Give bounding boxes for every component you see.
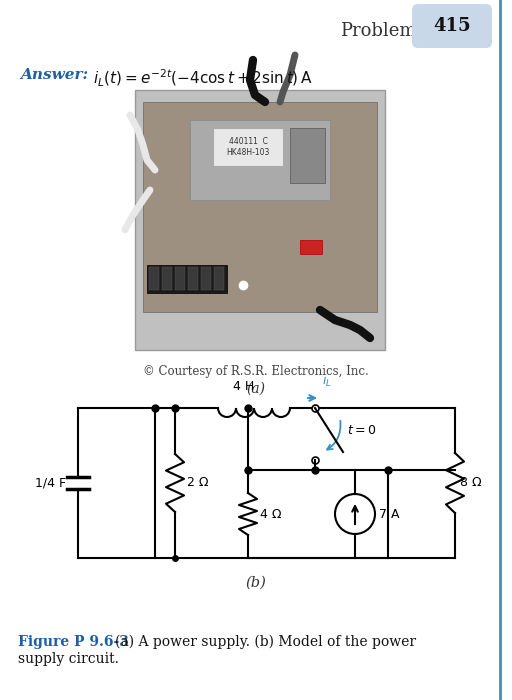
Text: 4 Ω: 4 Ω [260,508,282,521]
Text: $i_L$: $i_L$ [322,373,332,389]
Text: 1/4 F: 1/4 F [35,477,66,489]
Bar [147,265,227,293]
Text: (a): (a) [246,382,266,396]
Text: Problems: Problems [340,22,425,40]
Text: 4 H: 4 H [233,380,254,393]
Bar [188,267,198,290]
Bar [290,128,325,183]
Text: (a) A power supply. (b) Model of the power: (a) A power supply. (b) Model of the pow… [115,635,416,650]
Bar [190,120,330,200]
Bar [162,267,172,290]
Text: 8 Ω: 8 Ω [460,477,482,489]
Text: 7 A: 7 A [379,508,399,521]
Text: 2 Ω: 2 Ω [187,477,208,489]
Bar [300,240,322,254]
Text: 440111  C
HK48H-103: 440111 C HK48H-103 [226,136,270,158]
Text: Figure P 9.6-3: Figure P 9.6-3 [18,635,129,649]
FancyArrowPatch shape [327,421,340,449]
Text: Answer:: Answer: [20,68,88,82]
Bar [201,267,211,290]
Bar [213,128,283,166]
Text: 415: 415 [433,17,471,35]
Bar [175,267,185,290]
FancyBboxPatch shape [412,4,492,48]
Text: $i_L(t) = e^{-2t}(-4\cos t + 2\sin t)\,\mathrm{A}$: $i_L(t) = e^{-2t}(-4\cos t + 2\sin t)\,\… [93,68,313,89]
Text: supply circuit.: supply circuit. [18,652,119,666]
Bar [149,267,159,290]
Text: © Courtesy of R.S.R. Electronics, Inc.: © Courtesy of R.S.R. Electronics, Inc. [143,365,369,378]
Text: $t = 0$: $t = 0$ [347,424,376,437]
Bar [214,267,224,290]
Bar [135,90,385,350]
Bar [143,102,377,312]
Text: (b): (b) [246,576,266,590]
